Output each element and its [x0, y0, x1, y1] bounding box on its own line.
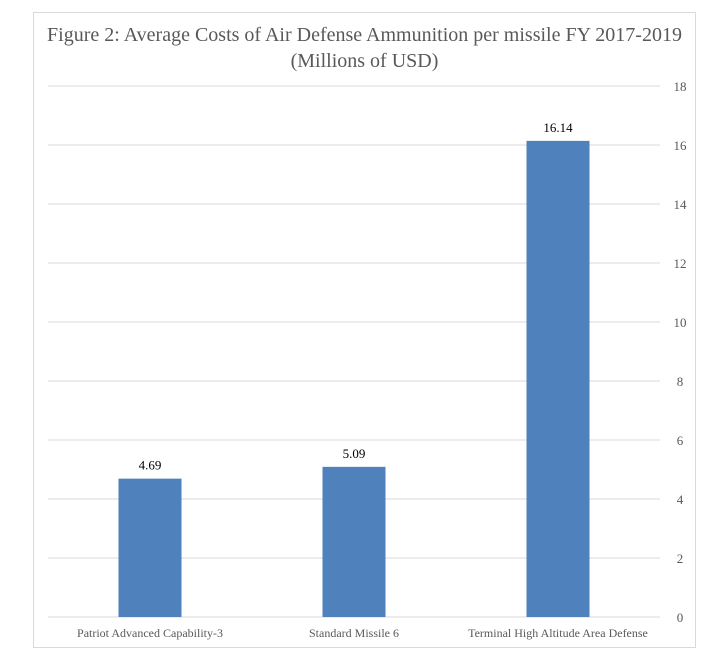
y-tick-label: 10 [674, 315, 687, 330]
bar [526, 140, 590, 617]
y-tick-label: 6 [677, 433, 684, 448]
y-tick-label: 12 [674, 256, 687, 271]
y-tick-label: 2 [677, 551, 684, 566]
y-tick-label: 14 [674, 197, 688, 212]
x-tick-label: Patriot Advanced Capability-3 [77, 626, 223, 640]
chart-title: Figure 2: Average Costs of Air Defense A… [47, 24, 682, 72]
data-label: 4.69 [139, 458, 162, 473]
x-tick-label: Standard Missile 6 [309, 626, 399, 640]
y-tick-label: 8 [677, 374, 684, 389]
data-label: 16.14 [543, 120, 573, 135]
y-tick-label: 0 [677, 610, 684, 625]
bar [322, 466, 386, 617]
y-tick-label: 4 [677, 492, 684, 507]
x-tick-label: Terminal High Altitude Area Defense [468, 626, 648, 640]
data-label: 5.09 [343, 446, 366, 461]
y-tick-label: 18 [674, 79, 687, 94]
bar [118, 478, 182, 617]
chart-frame [33, 12, 696, 648]
y-tick-label: 16 [674, 138, 688, 153]
